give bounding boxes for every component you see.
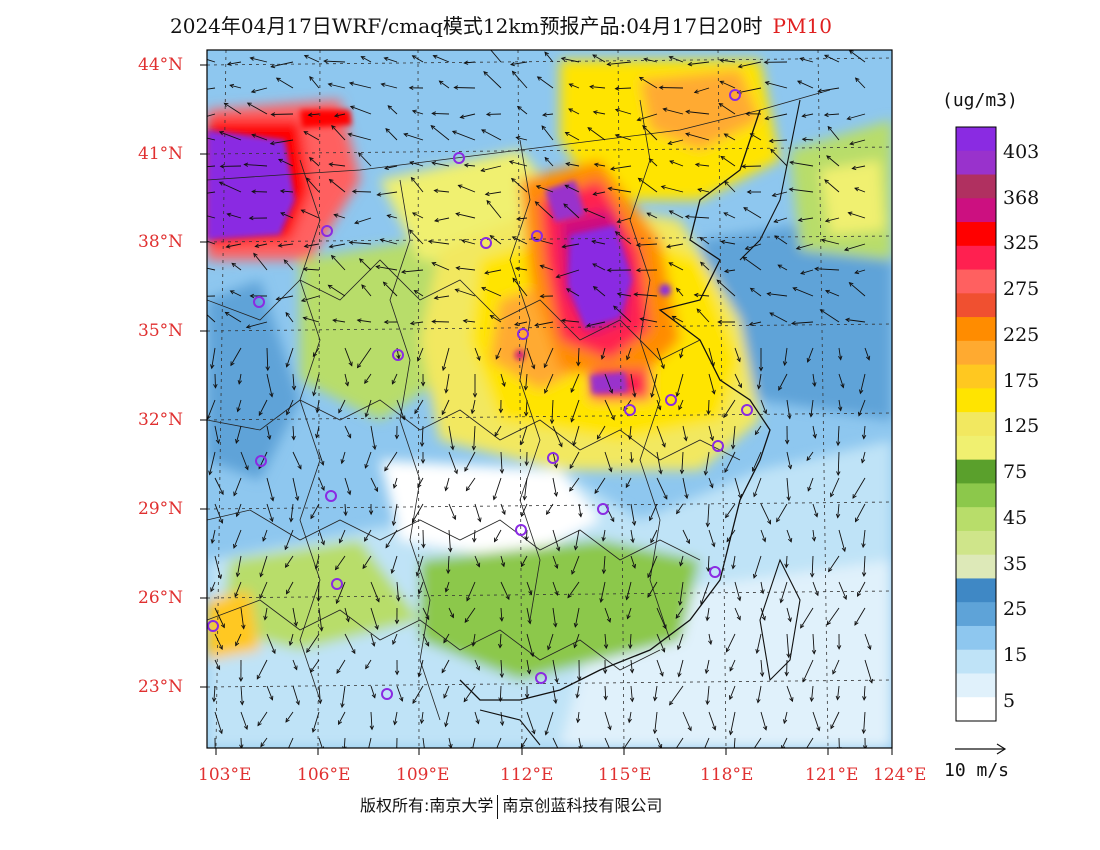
legend-tick: 75 bbox=[1003, 461, 1028, 483]
colorbar-swatch bbox=[956, 507, 996, 532]
legend-tick: 275 bbox=[1003, 278, 1040, 300]
map-frame bbox=[206, 49, 893, 749]
colorbar-swatch bbox=[956, 602, 996, 627]
city-markers bbox=[207, 89, 753, 700]
colorbar-swatch bbox=[956, 317, 996, 342]
lat-label-32n: 32°N bbox=[138, 410, 184, 430]
legend-tick: 5 bbox=[1003, 690, 1016, 712]
lon-label-121e: 121°E bbox=[805, 765, 859, 785]
legend-tick: 325 bbox=[1003, 232, 1040, 254]
footer-divider bbox=[497, 794, 499, 819]
lon-label-106e: 106°E bbox=[297, 765, 351, 785]
colorbar-swatch bbox=[956, 459, 996, 484]
title-text: 2024年04月17日WRF/cmaq模式12km预报产品:04月17日20时 bbox=[170, 14, 763, 38]
lat-label-26n: 26°N bbox=[138, 588, 184, 608]
colorbar-swatch bbox=[956, 174, 996, 199]
wind-legend-label: 10 m/s bbox=[944, 760, 1010, 781]
legend-tick: 25 bbox=[1003, 598, 1028, 620]
colorbar-swatch bbox=[956, 364, 996, 389]
lat-label-41n: 41°N bbox=[138, 144, 184, 164]
lat-label-35n: 35°N bbox=[138, 321, 184, 341]
colorbar-swatch bbox=[956, 649, 996, 674]
colorbar-swatch bbox=[956, 150, 996, 176]
legend-tick: 403 bbox=[1003, 141, 1040, 163]
lon-label-115e: 115°E bbox=[598, 765, 652, 785]
colorbar-border bbox=[955, 126, 997, 722]
wind-legend-arrow bbox=[955, 743, 1007, 755]
colorbar-swatch bbox=[956, 697, 996, 722]
lat-label-23n: 23°N bbox=[138, 677, 184, 697]
colorbar-swatch bbox=[956, 435, 996, 461]
colorbar-swatch bbox=[956, 245, 996, 271]
lon-label-103e: 103°E bbox=[198, 765, 252, 785]
page-title: 2024年04月17日WRF/cmaq模式12km预报产品:04月17日20时 P… bbox=[170, 10, 832, 39]
copyright-left: 版权所有:南京大学 bbox=[360, 796, 494, 815]
colorbar-swatch bbox=[956, 554, 996, 579]
lat-label-38n: 38°N bbox=[138, 232, 184, 252]
lon-label-109e: 109°E bbox=[396, 765, 450, 785]
colorbar-swatch bbox=[956, 293, 996, 318]
map-overlays bbox=[207, 50, 892, 748]
lon-label-112e: 112°E bbox=[500, 765, 554, 785]
legend-unit: (ug/m3) bbox=[942, 90, 1018, 111]
colorbar-swatch bbox=[956, 673, 996, 698]
colorbar-swatch bbox=[956, 340, 996, 366]
colorbar-swatch bbox=[956, 222, 996, 247]
colorbar-swatch bbox=[956, 388, 996, 413]
legend-tick: 125 bbox=[1003, 415, 1040, 437]
colorbar-swatch bbox=[956, 198, 996, 223]
lat-label-44n: 44°N bbox=[138, 55, 184, 75]
colorbar-swatch bbox=[956, 412, 996, 437]
colorbar bbox=[955, 126, 997, 722]
colorbar-swatch bbox=[956, 269, 996, 294]
wind-vectors bbox=[207, 50, 874, 748]
legend-tick: 45 bbox=[1003, 507, 1028, 529]
copyright-right: 南京创蓝科技有限公司 bbox=[502, 796, 663, 815]
lon-label-118e: 118°E bbox=[700, 765, 754, 785]
legend-tick: 368 bbox=[1003, 187, 1040, 209]
legend-tick: 15 bbox=[1003, 644, 1028, 666]
legend-tick: 175 bbox=[1003, 370, 1040, 392]
legend-tick: 35 bbox=[1003, 553, 1028, 575]
colorbar-swatch bbox=[956, 625, 996, 651]
lat-label-29n: 29°N bbox=[138, 499, 184, 519]
colorbar-swatch bbox=[956, 578, 996, 603]
colorbar-swatch bbox=[956, 127, 996, 152]
copyright-footer: 版权所有:南京大学 南京创蓝科技有限公司 bbox=[360, 792, 662, 819]
concentration-field bbox=[207, 50, 892, 748]
legend-tick: 225 bbox=[1003, 324, 1040, 346]
species-label: PM10 bbox=[772, 14, 832, 38]
axis-ticks bbox=[200, 64, 893, 755]
lon-label-124e: 124°E bbox=[873, 765, 927, 785]
colorbar-swatch bbox=[956, 483, 996, 508]
colorbar-swatch bbox=[956, 530, 996, 556]
